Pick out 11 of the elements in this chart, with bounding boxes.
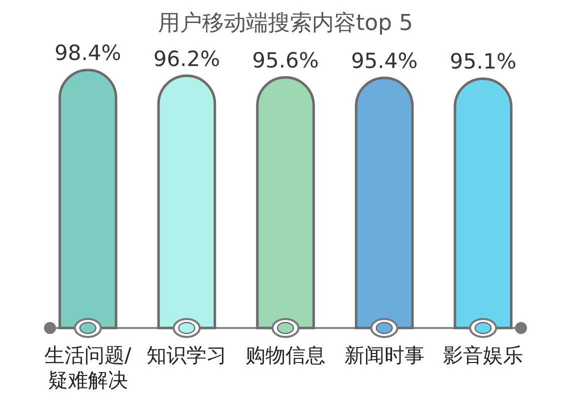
data-label: 95.4% bbox=[350, 48, 418, 73]
data-label: 98.4% bbox=[54, 41, 122, 65]
chart-title: 用户移动端搜索内容top 5 bbox=[158, 11, 414, 36]
x-tick-label: 影音娱乐 bbox=[443, 343, 524, 367]
data-label: 96.2% bbox=[153, 46, 220, 71]
x-tick-label: 知识学习 bbox=[146, 343, 227, 367]
data-label: 95.1% bbox=[450, 50, 516, 74]
x-tick-label: 生活问题/疑难解决 bbox=[44, 343, 132, 392]
x-tick-label: 新闻时事 bbox=[344, 343, 424, 367]
x-tick-label: 购物信息 bbox=[246, 343, 326, 367]
data-label: 95.6% bbox=[252, 48, 319, 72]
